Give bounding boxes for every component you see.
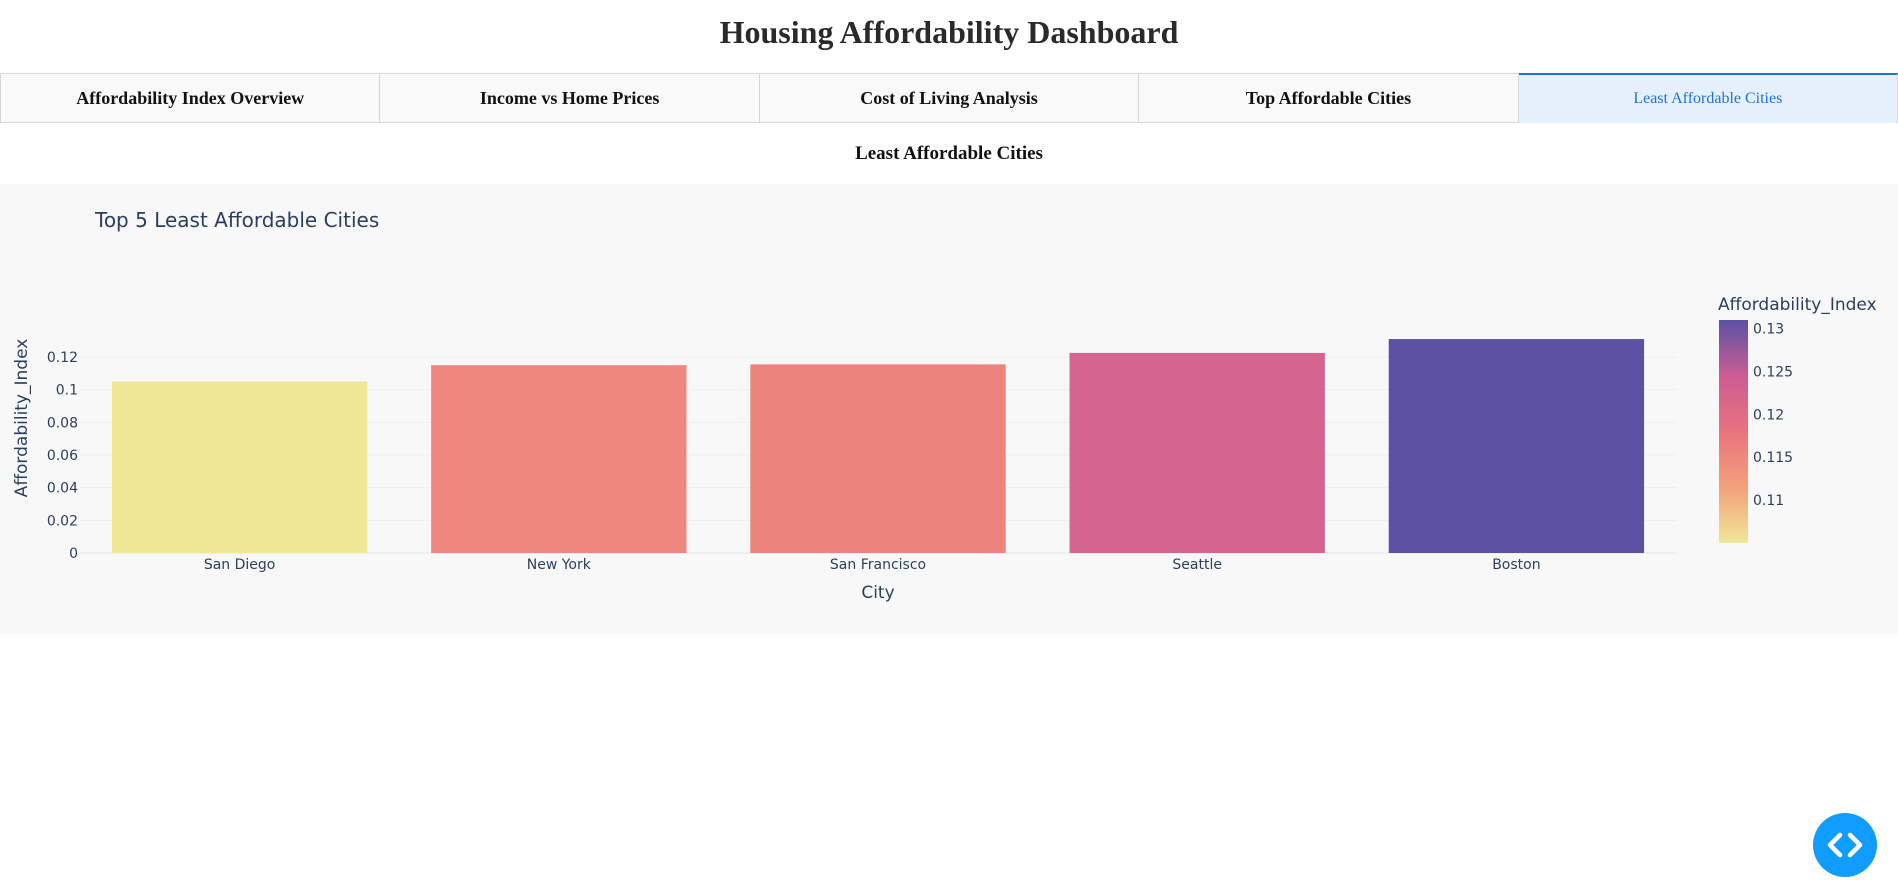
tab-least-affordable-cities[interactable]: Least Affordable Cities: [1518, 73, 1898, 123]
bars-layer: [111, 339, 1645, 554]
colorbar-tick-label: 0.12: [1753, 407, 1784, 423]
chart-title: Top 5 Least Affordable Cities: [94, 208, 379, 232]
colorbar-tick-label: 0.11: [1753, 493, 1784, 509]
tab-cost-of-living-analysis[interactable]: Cost of Living Analysis: [759, 73, 1140, 123]
bar[interactable]: [111, 381, 368, 554]
code-toggle-button[interactable]: [1813, 813, 1877, 877]
x-tick-label: San Diego: [204, 557, 276, 573]
bar[interactable]: [750, 364, 1006, 553]
tab-income-vs-home-prices[interactable]: Income vs Home Prices: [380, 73, 760, 123]
y-tick-label: 0.06: [47, 448, 78, 464]
x-tick-label: San Francisco: [830, 557, 926, 573]
y-axis-label: Affordability_Index: [12, 339, 32, 498]
page-title: Housing Affordability Dashboard: [719, 14, 1179, 50]
y-tick-label: 0: [69, 546, 78, 562]
y-tick-label: 0.02: [47, 513, 78, 529]
colorbar-tick-label: 0.115: [1753, 450, 1793, 466]
tab-bar: Affordability Index Overview Income vs H…: [0, 73, 1898, 123]
y-tick-label: 0.04: [47, 481, 78, 497]
x-tick-label: Seattle: [1172, 557, 1222, 573]
chart-container: Top 5 Least Affordable Cities 0 0.02 0.04 0…: [0, 184, 1898, 634]
bar[interactable]: [1069, 352, 1325, 553]
y-tick-label: 0.1: [56, 383, 78, 399]
x-tick-label: New York: [527, 557, 592, 573]
y-tick-layer: 0 0.02 0.04 0.06 0.08 0.1 0.12: [47, 350, 78, 562]
colorbar-tick-label: 0.13: [1753, 322, 1784, 338]
x-tick-label: Boston: [1492, 557, 1540, 573]
tab-top-affordable-cities[interactable]: Top Affordable Cities: [1139, 73, 1519, 123]
colorbar: [1719, 320, 1748, 543]
colorbar-tick-label: 0.125: [1753, 364, 1793, 380]
tab-affordability-index-overview[interactable]: Affordability Index Overview: [0, 73, 381, 123]
x-axis-label: City: [861, 583, 894, 603]
section-heading: Least Affordable Cities: [855, 143, 1043, 164]
bar[interactable]: [1388, 339, 1645, 553]
bar[interactable]: [431, 365, 687, 553]
y-tick-label: 0.12: [47, 350, 78, 366]
colorbar-tick-layer: 0.11 0.115 0.12 0.125 0.13: [1753, 322, 1793, 510]
y-tick-label: 0.08: [47, 415, 78, 431]
x-tick-layer: San Diego New York San Francisco Seattle Bos…: [204, 557, 1541, 573]
code-icon: [1827, 832, 1863, 858]
colorbar-title: Affordability_Index: [1718, 295, 1877, 315]
bar-chart: Top 5 Least Affordable Cities 00.020.040…: [12, 208, 1877, 603]
